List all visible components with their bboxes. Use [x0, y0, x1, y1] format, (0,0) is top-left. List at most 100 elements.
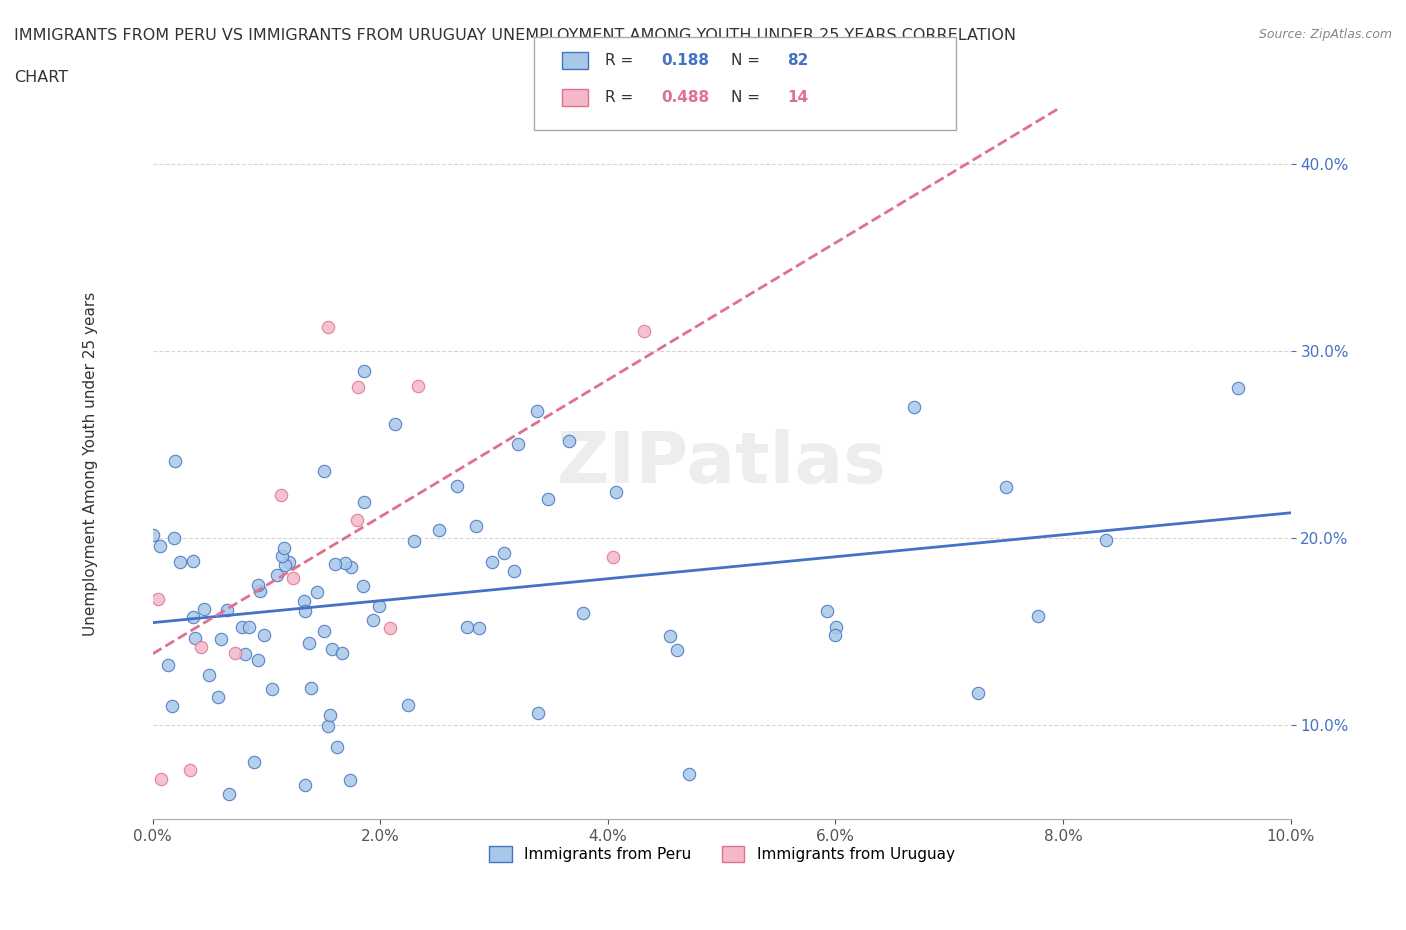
Point — [659, 629, 682, 644]
Point — [190, 640, 212, 655]
Point — [224, 645, 246, 660]
Point — [903, 400, 925, 415]
Point — [169, 555, 191, 570]
Point — [665, 643, 688, 658]
Point — [339, 559, 361, 574]
Point — [321, 642, 343, 657]
Point — [352, 578, 374, 593]
Point — [815, 604, 838, 618]
Point — [602, 549, 624, 564]
Point — [299, 681, 322, 696]
Point — [605, 485, 627, 499]
Point — [468, 620, 491, 635]
Point — [146, 591, 169, 606]
Point — [198, 668, 221, 683]
Point — [481, 554, 503, 569]
Point — [149, 538, 172, 553]
Point — [378, 620, 401, 635]
Point — [218, 786, 240, 801]
Point — [1095, 533, 1118, 548]
Text: 14: 14 — [787, 90, 808, 105]
Point — [207, 689, 229, 704]
Point — [165, 454, 187, 469]
Text: IMMIGRANTS FROM PERU VS IMMIGRANTS FROM URUGUAY UNEMPLOYMENT AMONG YOUTH UNDER 2: IMMIGRANTS FROM PERU VS IMMIGRANTS FROM … — [14, 28, 1017, 43]
Point — [558, 433, 581, 448]
Point — [339, 773, 361, 788]
Point — [157, 658, 180, 672]
Point — [298, 635, 321, 650]
Text: N =: N = — [731, 53, 765, 68]
Point — [456, 619, 478, 634]
Point — [633, 324, 655, 339]
Point — [149, 772, 172, 787]
Point — [347, 379, 370, 394]
Point — [678, 767, 700, 782]
Point — [572, 605, 595, 620]
Point — [824, 628, 846, 643]
Point — [508, 436, 530, 451]
Point — [396, 698, 419, 712]
Point — [368, 599, 391, 614]
Text: Unemployment Among Youth under 25 years: Unemployment Among Youth under 25 years — [83, 291, 97, 635]
Point — [1227, 380, 1250, 395]
Point — [527, 706, 550, 721]
Point — [427, 523, 450, 538]
Point — [312, 463, 335, 478]
Point — [142, 527, 165, 542]
Point — [292, 593, 315, 608]
Point — [446, 479, 468, 494]
Point — [231, 619, 253, 634]
Point — [402, 533, 425, 548]
Point — [249, 583, 271, 598]
Point — [494, 546, 516, 561]
Point — [270, 487, 292, 502]
Text: 0.188: 0.188 — [661, 53, 709, 68]
Point — [193, 602, 215, 617]
Point — [316, 719, 339, 734]
Text: CHART: CHART — [14, 70, 67, 85]
Point — [183, 631, 205, 646]
Point — [323, 556, 346, 571]
Point — [243, 754, 266, 769]
Point — [163, 530, 186, 545]
Point — [326, 739, 349, 754]
Point — [316, 320, 339, 335]
Text: Source: ZipAtlas.com: Source: ZipAtlas.com — [1258, 28, 1392, 41]
Text: 0.488: 0.488 — [661, 90, 709, 105]
Point — [994, 480, 1017, 495]
Point — [273, 540, 295, 555]
Text: R =: R = — [605, 90, 638, 105]
Point — [361, 613, 384, 628]
Point — [246, 578, 269, 592]
Point — [1026, 608, 1049, 623]
Point — [333, 555, 356, 570]
Point — [526, 404, 548, 418]
Point — [353, 495, 375, 510]
Point — [262, 682, 284, 697]
Point — [238, 619, 260, 634]
Point — [209, 631, 232, 646]
Point — [503, 564, 526, 578]
Point — [353, 364, 375, 379]
Point — [246, 653, 269, 668]
Point — [294, 604, 316, 618]
Point — [314, 624, 336, 639]
Point — [274, 558, 297, 573]
Point — [160, 698, 183, 713]
Point — [266, 567, 288, 582]
Point — [181, 553, 204, 568]
Point — [179, 763, 201, 777]
Text: ZIPatlas: ZIPatlas — [557, 429, 887, 498]
Point — [253, 627, 276, 642]
Point — [271, 549, 294, 564]
Text: 82: 82 — [787, 53, 808, 68]
Point — [281, 570, 304, 585]
Point — [217, 603, 239, 618]
Legend: Immigrants from Peru, Immigrants from Uruguay: Immigrants from Peru, Immigrants from Ur… — [482, 840, 960, 868]
Point — [825, 619, 848, 634]
Point — [305, 584, 328, 599]
Point — [408, 379, 430, 393]
Point — [346, 512, 368, 527]
Text: N =: N = — [731, 90, 765, 105]
Text: R =: R = — [605, 53, 638, 68]
